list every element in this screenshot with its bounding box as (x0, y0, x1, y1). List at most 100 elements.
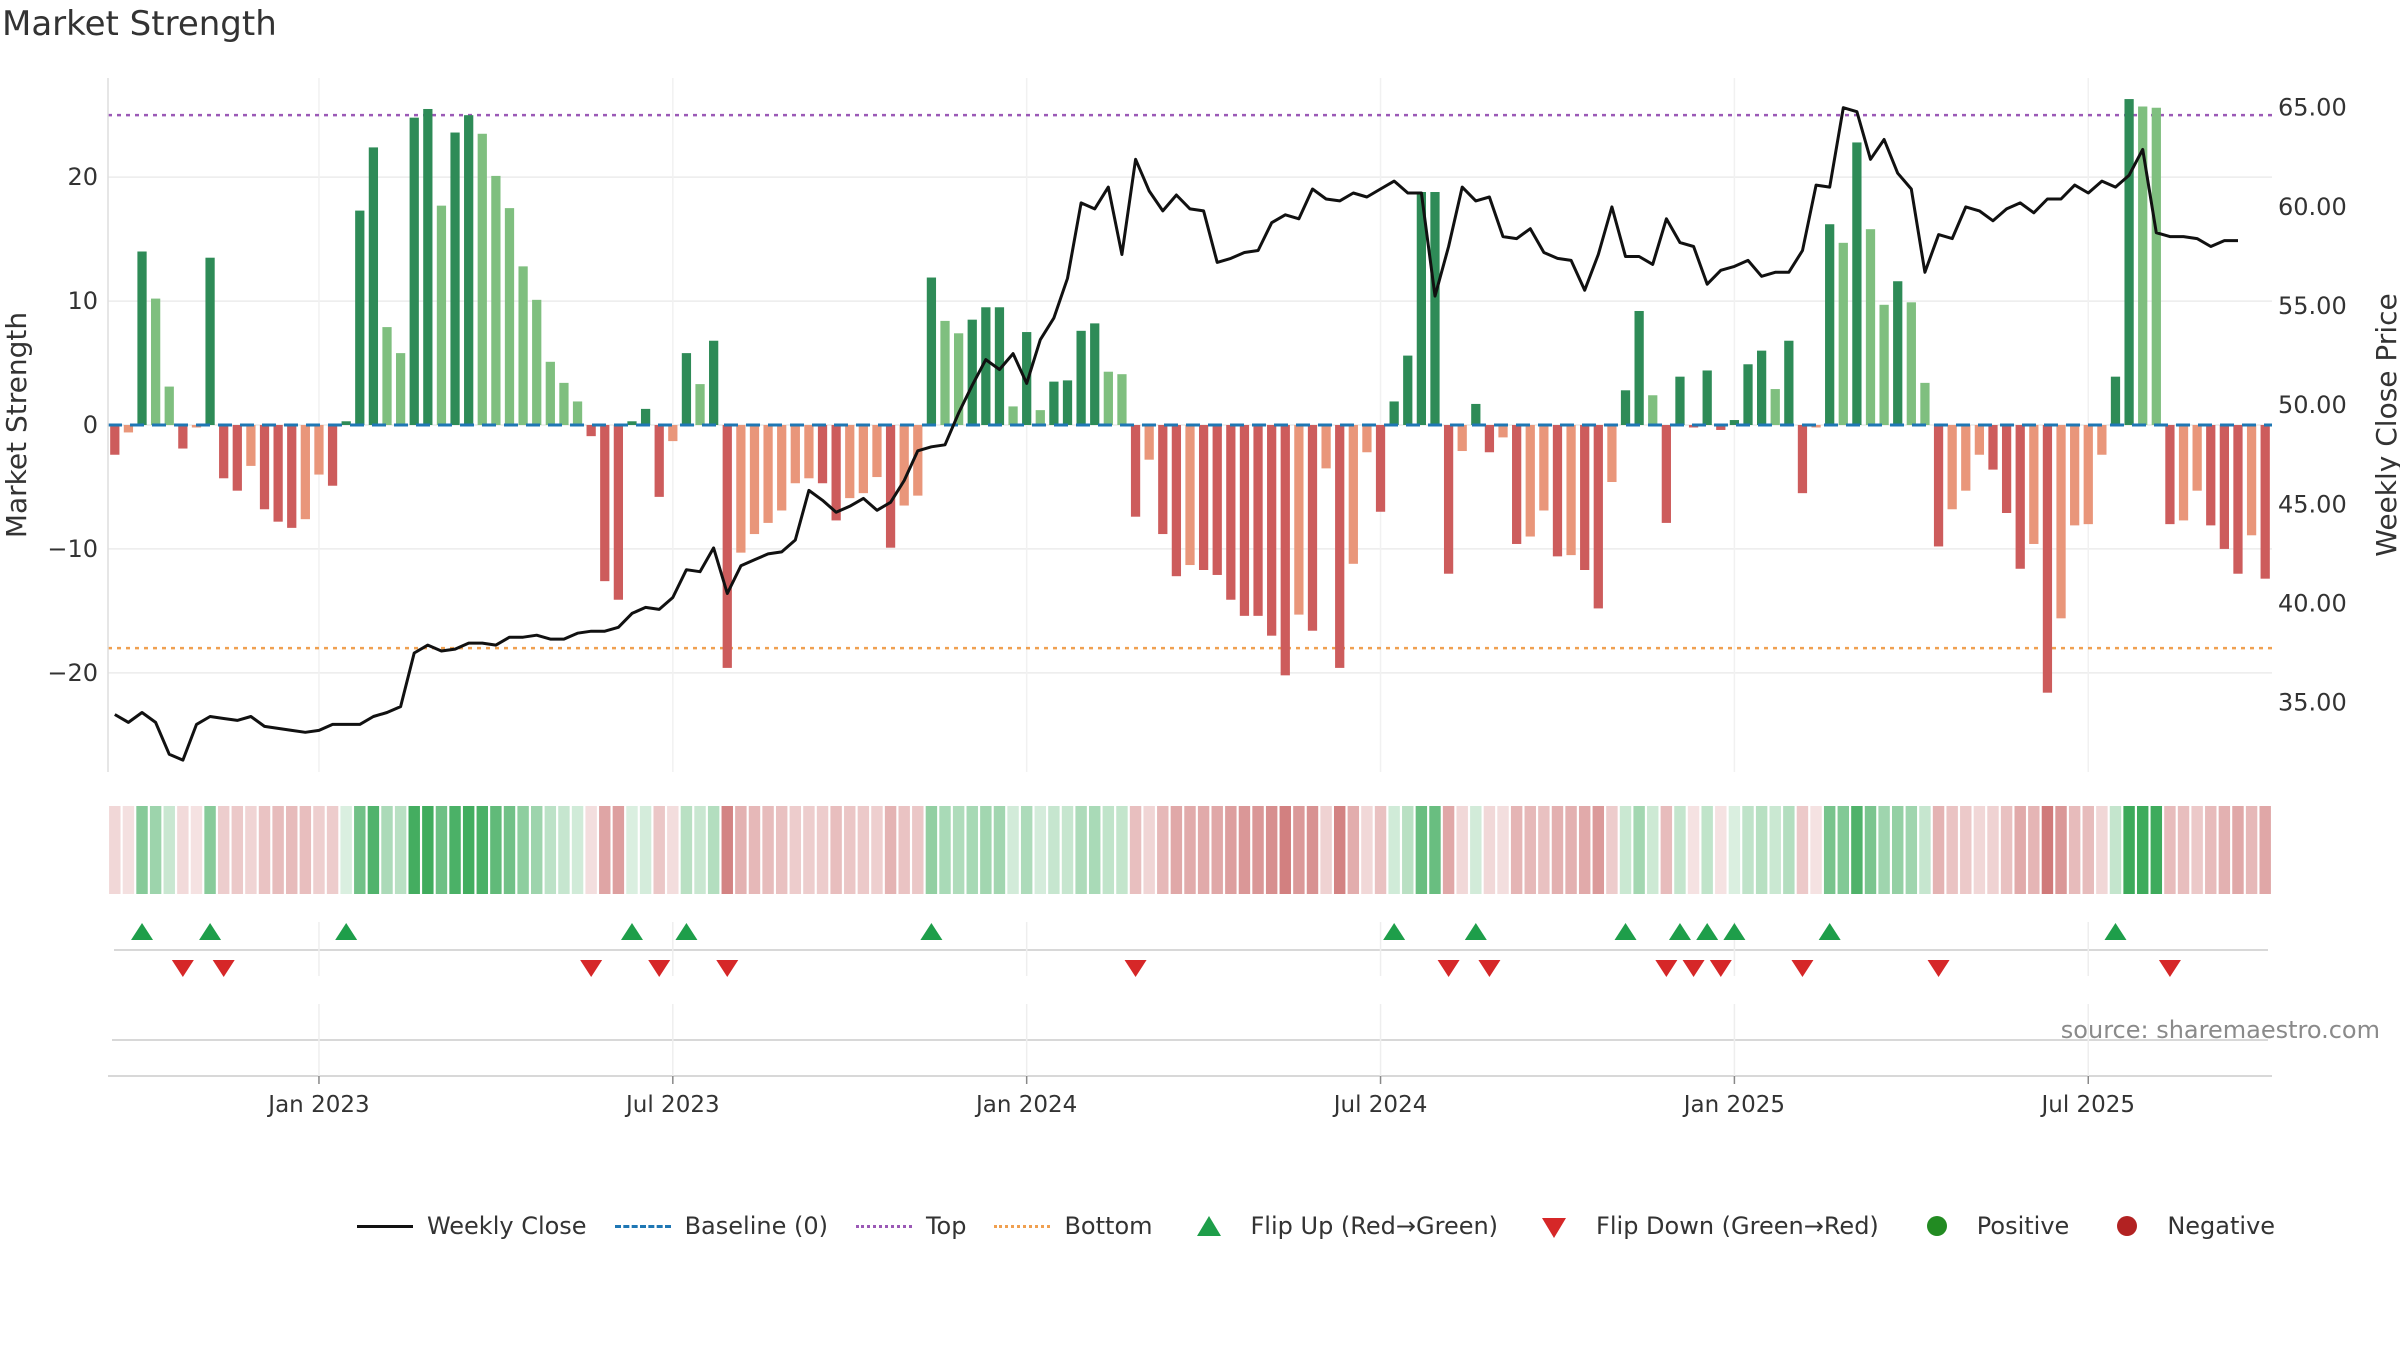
heat-cell (571, 806, 584, 894)
strength-bar (2219, 425, 2229, 549)
heat-cell (1415, 806, 1428, 894)
strength-bar (790, 425, 800, 484)
heat-cell (1946, 806, 1958, 894)
heat-cell (2259, 806, 2271, 894)
heat-cell (1769, 806, 1781, 894)
heat-cell (1715, 806, 1727, 894)
strength-bar (1158, 425, 1168, 535)
heat-cell (844, 806, 856, 894)
legend-bottom-label: Bottom (1064, 1212, 1153, 1240)
flip-up-marker (1818, 923, 1841, 940)
y-tick-right: 50.00 (2278, 391, 2347, 419)
heat-cell (531, 806, 543, 894)
heat-cell (2205, 806, 2217, 894)
legend-positive[interactable]: Positive (1905, 1212, 2070, 1240)
green-dot-icon (1926, 1216, 1947, 1236)
heat-cell (1538, 806, 1550, 894)
legend-negative-label: Negative (2167, 1212, 2276, 1240)
heat-cell (1143, 806, 1155, 894)
strength-bar (1525, 425, 1535, 537)
heat-cell (190, 806, 203, 894)
legend-positive-label: Positive (1976, 1212, 2070, 1240)
y-tick-left: 10 (67, 287, 98, 315)
strength-bar (695, 384, 705, 425)
strength-heat-strip (109, 806, 2271, 894)
heat-cell (2136, 806, 2149, 894)
flip-up-marker (1696, 923, 1719, 940)
heat-cell (2028, 806, 2040, 894)
heat-cell (204, 806, 216, 894)
heat-cell (816, 806, 829, 894)
strength-bar (178, 425, 188, 449)
heat-cell (1061, 806, 1074, 894)
strength-bar (1471, 403, 1481, 425)
strength-bar (518, 266, 528, 425)
heat-cell (2191, 806, 2203, 894)
strength-bar (532, 299, 542, 425)
heat-cell (1361, 806, 1373, 894)
strength-bar (899, 425, 909, 506)
strength-bar (1171, 425, 1182, 577)
flip-up-marker (1614, 923, 1637, 940)
heat-cell (1347, 806, 1360, 894)
strength-bar (1035, 410, 1045, 425)
legend-weekly-close-label: Weekly Close (426, 1212, 587, 1240)
strength-bar (2110, 376, 2121, 425)
strength-bar (1865, 229, 1876, 425)
strength-bar (2056, 425, 2066, 619)
flip-down-marker (716, 960, 739, 977)
heat-cell (449, 806, 461, 894)
heat-cell (1197, 806, 1210, 894)
legend-flip-down-label: Flip Down (Green→Red) (1596, 1212, 1879, 1240)
legend-baseline[interactable]: Baseline (0) (613, 1212, 828, 1240)
y-axis-label-left: Market Strength (0, 312, 33, 538)
strength-bar (1239, 425, 1250, 616)
legend-weekly-close[interactable]: Weekly Close (355, 1212, 587, 1240)
heat-cell (1333, 806, 1346, 894)
strength-bar (1729, 420, 1740, 425)
strength-bar (450, 132, 460, 425)
strength-bar (1062, 380, 1073, 425)
flip-down-marker (1478, 960, 1501, 977)
legend-negative[interactable]: Negative (2095, 1212, 2275, 1240)
heat-cell (1252, 806, 1264, 894)
heat-cell (667, 806, 679, 894)
strength-bar (736, 425, 746, 553)
heat-cell (1892, 806, 1904, 894)
strength-bar (1716, 425, 1726, 430)
heat-cell (1674, 806, 1686, 894)
y-axis-label-right: Weekly Close Price (2370, 293, 2400, 556)
flip-down-marker (171, 960, 194, 977)
strength-bar (409, 117, 419, 426)
legend-top[interactable]: Top (854, 1212, 966, 1240)
heat-cell (422, 806, 434, 894)
legend-baseline-label: Baseline (0) (684, 1212, 828, 1240)
heat-cell (326, 806, 339, 894)
strength-bar (2165, 425, 2175, 525)
heat-cell (367, 806, 380, 894)
heat-cell (993, 806, 1006, 894)
x-tick-label: Jan 2025 (1682, 1092, 1785, 1118)
y-tick-right: 55.00 (2278, 292, 2347, 320)
strength-bar (2260, 425, 2270, 579)
strength-bar (1852, 142, 1862, 425)
heat-cell (258, 806, 271, 894)
flip-up-marker (335, 923, 358, 940)
heat-cell (721, 806, 733, 894)
legend-bottom[interactable]: Bottom (992, 1212, 1153, 1240)
strength-bar (1879, 304, 1889, 425)
strength-bar (913, 425, 923, 496)
strength-bar (1403, 355, 1413, 425)
flip-down-marker (1709, 960, 1732, 977)
heat-cell (1075, 806, 1087, 894)
heat-cell (857, 806, 870, 894)
heat-cell (313, 806, 325, 894)
legend-flip-down[interactable]: Flip Down (Green→Red) (1524, 1212, 1879, 1240)
heat-cell (2232, 806, 2244, 894)
flip-up-marker (1464, 923, 1487, 940)
strength-bar (845, 425, 855, 499)
strength-bar (885, 425, 896, 548)
legend-flip-up[interactable]: Flip Up (Red→Green) (1179, 1212, 1498, 1240)
heat-cell (912, 806, 924, 894)
x-axis: Jan 2023 Jul 2023 Jan 2024 Jul 2024 Jan 2025… (266, 1076, 2135, 1118)
